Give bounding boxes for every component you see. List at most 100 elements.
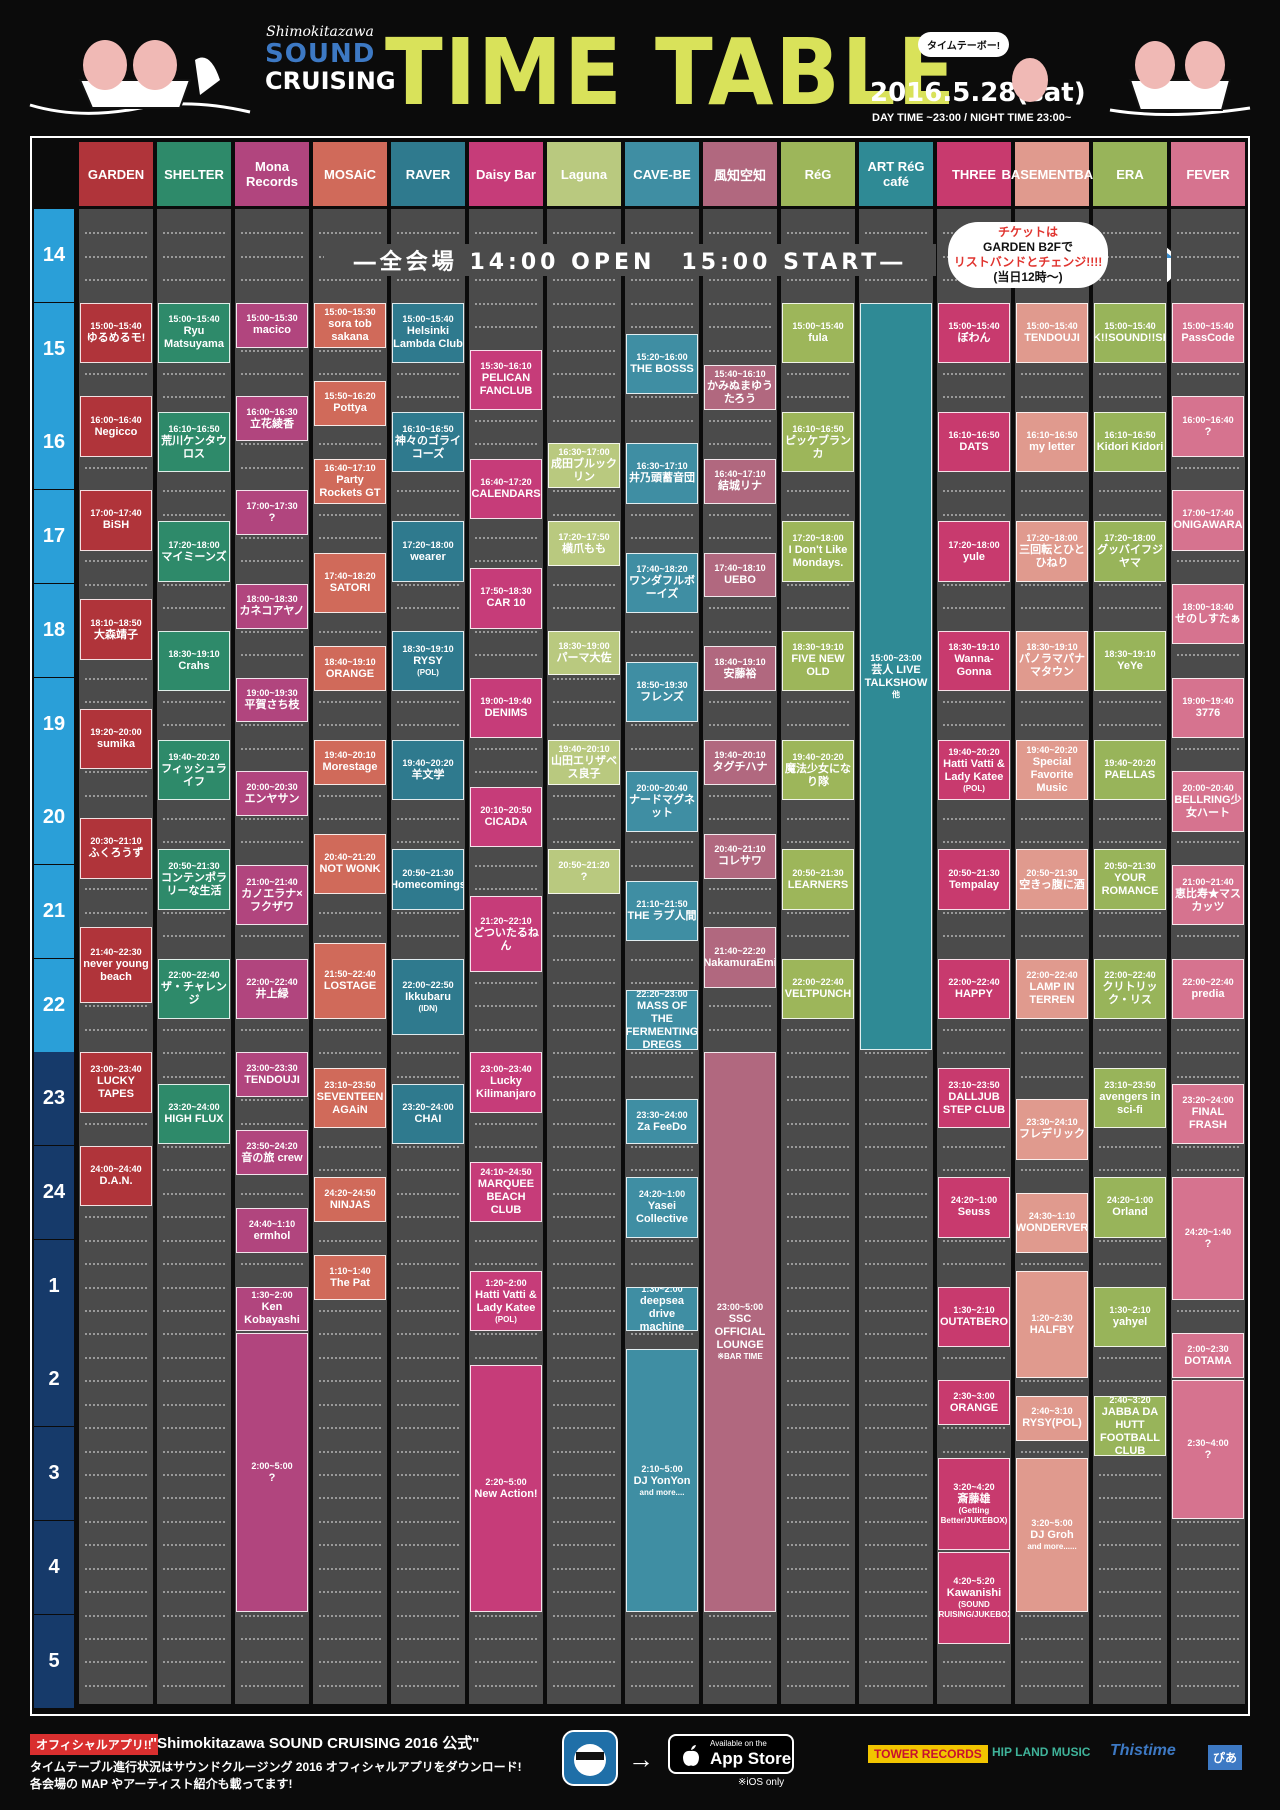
- performance-slot[interactable]: 15:00~15:40 Helsinki Lambda Club: [392, 302, 464, 364]
- performance-slot[interactable]: 15:30~16:10 PELICAN FANCLUB: [470, 349, 542, 410]
- performance-slot[interactable]: 16:30~17:10 井乃頭蓄音団: [626, 443, 698, 504]
- performance-slot[interactable]: 22:20~23:00 MASS OF THE FERMENTING DREGS: [626, 989, 698, 1051]
- performance-slot[interactable]: 15:00~15:40 fula: [782, 302, 854, 364]
- performance-slot[interactable]: 1:30~2:00 Ken Kobayashi: [236, 1286, 308, 1332]
- performance-slot[interactable]: 21:10~21:50 THE ラブ人間: [626, 880, 698, 941]
- performance-slot[interactable]: 2:30~3:00 ORANGE: [938, 1380, 1010, 1426]
- performance-slot[interactable]: 22:00~22:40 predia: [1172, 958, 1244, 1020]
- performance-slot[interactable]: 15:40~16:10 かみぬまゆうたろう: [704, 365, 776, 410]
- performance-slot[interactable]: 2:40~3:10 RYSY(POL): [1016, 1395, 1088, 1441]
- performance-slot[interactable]: 17:20~18:00 yule: [938, 521, 1010, 582]
- performance-slot[interactable]: 20:40~21:10 コレサワ: [704, 833, 776, 879]
- performance-slot[interactable]: 19:00~19:40 3776: [1172, 677, 1244, 738]
- performance-slot[interactable]: 2:10~5:00 DJ YonYon and more....: [626, 1349, 698, 1613]
- performance-slot[interactable]: 15:00~15:40 ぼわん: [938, 302, 1010, 364]
- performance-slot[interactable]: 19:40~20:20 Hatti Vatti & Lady Katee (POL): [938, 739, 1010, 801]
- performance-slot[interactable]: 24:20~1:00 Orland: [1094, 1177, 1166, 1238]
- performance-slot[interactable]: 16:10~16:50 荒川ケンタウロス: [158, 412, 230, 473]
- performance-slot[interactable]: 15:00~23:00 芸人 LIVE TALKSHOW 他: [860, 302, 932, 1051]
- performance-slot[interactable]: 22:00~22:40 HAPPY: [938, 958, 1010, 1020]
- performance-slot[interactable]: 22:00~22:40 クリトリック・リス: [1094, 958, 1166, 1020]
- performance-slot[interactable]: 20:00~20:40 ナードマグネット: [626, 771, 698, 832]
- performance-slot[interactable]: 20:40~21:20 NOT WONK: [314, 833, 386, 895]
- performance-slot[interactable]: 2:00~2:30 DOTAMA: [1172, 1333, 1244, 1379]
- performance-slot[interactable]: 19:00~19:30 平賀さち枝: [236, 677, 308, 723]
- performance-slot[interactable]: 1:30~2:10 OUTATBERO: [938, 1286, 1010, 1347]
- performance-slot[interactable]: 17:00~17:40 BiSH: [80, 490, 152, 551]
- performance-slot[interactable]: 17:00~17:40 ONIGAWARA: [1172, 490, 1244, 551]
- performance-slot[interactable]: 20:50~21:30 YOUR ROMANCE: [1094, 849, 1166, 910]
- performance-slot[interactable]: 24:20~1:00 Yasei Collective: [626, 1177, 698, 1238]
- performance-slot[interactable]: 15:00~15:40 ゆるめるモ!: [80, 302, 152, 364]
- performance-slot[interactable]: 24:20~1:00 Seuss: [938, 1177, 1010, 1238]
- performance-slot[interactable]: 20:50~21:30 Tempalay: [938, 849, 1010, 910]
- performance-slot[interactable]: 16:40~17:10 Party Rockets GT: [314, 458, 386, 504]
- performance-slot[interactable]: 16:10~16:50 ピッケブランカ: [782, 412, 854, 473]
- performance-slot[interactable]: 20:50~21:30 LEARNERS: [782, 849, 854, 910]
- performance-slot[interactable]: 16:40~17:20 CALENDARS: [470, 458, 542, 520]
- performance-slot[interactable]: 24:30~1:10 WONDERVER: [1016, 1192, 1088, 1254]
- performance-slot[interactable]: 18:30~19:10 Crahs: [158, 630, 230, 692]
- performance-slot[interactable]: 18:30~19:10 YeYe: [1094, 630, 1166, 692]
- performance-slot[interactable]: 23:30~24:00 Za FeeDo: [626, 1099, 698, 1144]
- performance-slot[interactable]: 17:40~18:20 SATORI: [314, 552, 386, 614]
- performance-slot[interactable]: 23:20~24:00 CHAI: [392, 1083, 464, 1144]
- performance-slot[interactable]: 16:10~16:50 神々のゴライコーズ: [392, 412, 464, 473]
- performance-slot[interactable]: 18:50~19:30 フレンズ: [626, 661, 698, 723]
- performance-slot[interactable]: 24:40~1:10 ermhol: [236, 1208, 308, 1254]
- performance-slot[interactable]: 21:40~22:30 never young beach: [80, 927, 152, 1004]
- performance-slot[interactable]: 17:20~18:00 マイミーンズ: [158, 521, 230, 582]
- performance-slot[interactable]: 19:20~20:00 sumika: [80, 708, 152, 770]
- performance-slot[interactable]: 22:00~22:50 Ikkubaru (IDN): [392, 958, 464, 1035]
- performance-slot[interactable]: 16:10~16:50 DATS: [938, 412, 1010, 473]
- performance-slot[interactable]: 17:40~18:10 UEBO: [704, 552, 776, 598]
- performance-slot[interactable]: 18:40~19:10 ORANGE: [314, 646, 386, 692]
- performance-slot[interactable]: 16:30~17:00 成田ブルックリン: [548, 443, 620, 489]
- performance-slot[interactable]: 18:30~19:10 FIVE NEW OLD: [782, 630, 854, 692]
- performance-slot[interactable]: 23:00~23:40 Lucky Kilimanjaro: [470, 1052, 542, 1113]
- performance-slot[interactable]: 19:40~20:10 山田エリザベス良子: [548, 739, 620, 785]
- performance-slot[interactable]: 15:00~15:40 PassCode: [1172, 302, 1244, 364]
- performance-slot[interactable]: 18:00~18:30 カネコアヤノ: [236, 583, 308, 629]
- performance-slot[interactable]: 17:20~17:50 横爪もも: [548, 521, 620, 567]
- performance-slot[interactable]: 21:00~21:40 恵比寿★マスカッツ: [1172, 864, 1244, 926]
- performance-slot[interactable]: 15:00~15:30 macico: [236, 302, 308, 348]
- performance-slot[interactable]: 15:20~16:00 THE BOSSS: [626, 333, 698, 395]
- performance-slot[interactable]: 21:00~21:40 カノエラナ×フクザワ: [236, 864, 308, 926]
- performance-slot[interactable]: 18:30~19:10 Wanna-Gonna: [938, 630, 1010, 692]
- performance-slot[interactable]: 21:20~22:10 どついたるねん: [470, 896, 542, 973]
- performance-slot[interactable]: 23:00~5:00 SSC OFFICIAL LOUNGE ※BAR TIME: [704, 1052, 776, 1613]
- performance-slot[interactable]: 22:00~22:40 ザ・チャレンジ: [158, 958, 230, 1020]
- performance-slot[interactable]: 18:30~19:00 パーマ大佐: [548, 630, 620, 676]
- performance-slot[interactable]: 1:20~2:30 HALFBY: [1016, 1270, 1088, 1379]
- performance-slot[interactable]: 18:40~19:10 安藤裕: [704, 646, 776, 692]
- performance-slot[interactable]: 23:50~24:20 音の旅 crew: [236, 1130, 308, 1176]
- performance-slot[interactable]: 19:00~19:40 DENIMS: [470, 677, 542, 738]
- performance-slot[interactable]: 23:30~24:10 フレデリック: [1016, 1099, 1088, 1160]
- performance-slot[interactable]: 17:00~17:30?: [236, 490, 308, 535]
- performance-slot[interactable]: 23:20~24:00 FINAL FRASH: [1172, 1083, 1244, 1144]
- performance-slot[interactable]: 24:20~24:50 NINJAS: [314, 1177, 386, 1223]
- performance-slot[interactable]: 1:20~2:00 Hatti Vatti & Lady Katee (POL): [470, 1270, 542, 1332]
- performance-slot[interactable]: 20:10~20:50 CICADA: [470, 786, 542, 848]
- performance-slot[interactable]: 2:40~3:20 JABBA DA HUTT FOOTBALL CLUB: [1094, 1395, 1166, 1457]
- performance-slot[interactable]: 20:00~20:30 エンヤサン: [236, 771, 308, 817]
- performance-slot[interactable]: 15:50~16:20 Pottya: [314, 380, 386, 426]
- performance-slot[interactable]: 17:20~18:00 wearer: [392, 521, 464, 582]
- performance-slot[interactable]: 19:40~20:10 Morestage: [314, 739, 386, 785]
- performance-slot[interactable]: 17:20~18:00 三回転とひとひねり: [1016, 521, 1088, 582]
- performance-slot[interactable]: 15:00~15:40SPARK!!SOUND!!SHOW!!: [1094, 302, 1166, 364]
- performance-slot[interactable]: 19:40~20:20 魔法少女になり隊: [782, 739, 854, 801]
- app-store-button[interactable]: Available on the App Store: [668, 1734, 794, 1774]
- performance-slot[interactable]: 18:00~18:40 せのしすたぁ: [1172, 583, 1244, 645]
- performance-slot[interactable]: 17:20~18:00 I Don't Like Mondays.: [782, 521, 854, 582]
- performance-slot[interactable]: 1:10~1:40 The Pat: [314, 1255, 386, 1301]
- performance-slot[interactable]: 1:30~2:00 deepsea drive machine: [626, 1286, 698, 1332]
- performance-slot[interactable]: 16:10~16:50 my letter: [1016, 412, 1088, 473]
- performance-slot[interactable]: 18:30~19:10 RYSY (POL): [392, 630, 464, 692]
- performance-slot[interactable]: 20:00~20:40 BELLRING少女ハート: [1172, 771, 1244, 832]
- performance-slot[interactable]: 21:50~22:40 LOSTAGE: [314, 942, 386, 1020]
- performance-slot[interactable]: 23:20~24:00 HIGH FLUX: [158, 1083, 230, 1144]
- performance-slot[interactable]: 17:40~18:20 ワンダフルボーイズ: [626, 552, 698, 614]
- performance-slot[interactable]: 20:50~21:30 Homecomings: [392, 849, 464, 910]
